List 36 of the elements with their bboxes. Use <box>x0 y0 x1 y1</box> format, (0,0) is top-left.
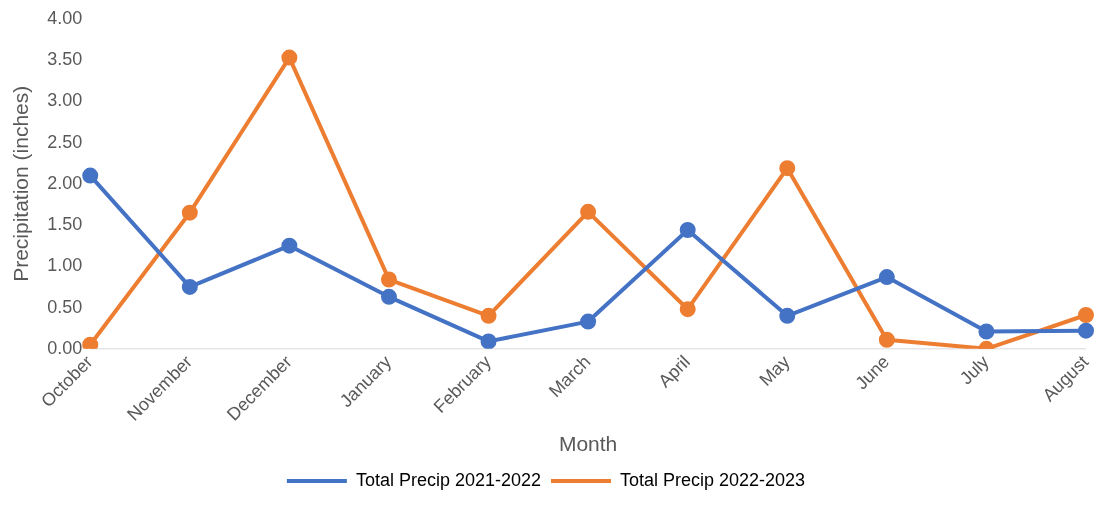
point <box>82 167 99 184</box>
point <box>480 307 497 324</box>
y-tick-label: 3.50 <box>47 49 83 70</box>
point <box>281 49 298 66</box>
y-tick-label: 1.50 <box>47 214 83 235</box>
point <box>779 160 796 177</box>
point <box>679 301 696 318</box>
point <box>779 307 796 324</box>
point <box>978 323 995 340</box>
y-tick-label: 3.00 <box>47 90 83 111</box>
point <box>480 333 497 349</box>
point <box>878 331 895 348</box>
y-tick-label: 2.50 <box>47 131 83 152</box>
x-tick-label: May <box>755 351 794 390</box>
legend-label: Total Precip 2022-2023 <box>620 469 806 490</box>
point <box>580 203 597 220</box>
point <box>380 271 397 288</box>
y-tick-label: 2.00 <box>47 172 83 193</box>
point <box>181 278 198 295</box>
x-tick-label: July <box>955 351 993 389</box>
y-tick-label: 4.00 <box>47 7 83 28</box>
y-tick-label: 0.50 <box>47 296 83 317</box>
point <box>181 204 198 221</box>
point <box>679 222 696 239</box>
x-axis-title: Month <box>558 432 618 456</box>
point <box>82 336 99 349</box>
point <box>580 313 597 330</box>
point <box>281 237 298 254</box>
y-axis-title: Precipitation (inches) <box>9 85 33 282</box>
y-tick-label: 0.00 <box>47 337 83 358</box>
y-tick-label: 1.00 <box>47 255 83 276</box>
point <box>1078 322 1094 339</box>
legend-label: Total Precip 2021-2022 <box>355 469 541 490</box>
point <box>1078 306 1094 323</box>
point <box>878 269 895 286</box>
point <box>380 288 397 305</box>
